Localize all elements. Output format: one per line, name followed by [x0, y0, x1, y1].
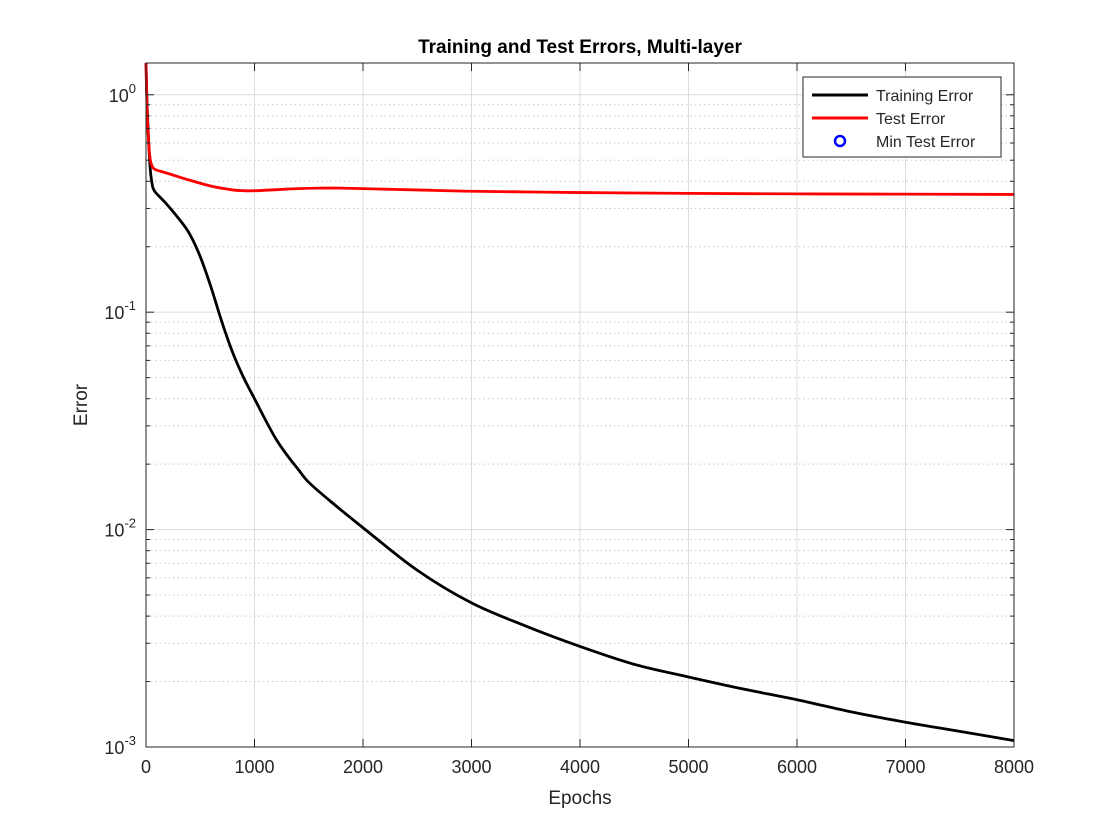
legend: Training Error Test Error Min Test Error — [802, 76, 1002, 158]
tick-labels: 100 10-1 10-2 10-30 1000 2000 3000 4000 5000 6000… — [104, 81, 1034, 777]
x-tick-label: 1000 — [234, 757, 274, 777]
y-tick-label: 10-2 — [104, 516, 136, 541]
legend-min-marker — [833, 134, 847, 148]
x-tick-label: 3000 — [451, 757, 491, 777]
legend-training-label: Training Error — [876, 88, 974, 105]
legend-test-label: Test Error — [876, 111, 946, 128]
x-tick-label: 0 — [141, 757, 151, 777]
x-tick-label: 8000 — [994, 757, 1034, 777]
test-error-line — [144, 62, 1015, 196]
major-grid — [145, 63, 1015, 748]
x-tick-label: 4000 — [560, 757, 600, 777]
x-tick-label: 2000 — [343, 757, 383, 777]
y-tick-label: 10-1 — [104, 298, 136, 323]
y-tick-label: 10-3 — [104, 733, 136, 758]
chart-title: Training and Test Errors, Multi-layer — [418, 37, 742, 58]
y-tick-label: 100 — [109, 81, 136, 106]
minor-grid — [146, 104, 1014, 683]
y-axis-label: Error — [71, 383, 92, 426]
training-error-line — [144, 62, 1015, 742]
x-tick-label: 7000 — [885, 757, 925, 777]
x-tick-label: 6000 — [777, 757, 817, 777]
x-tick-label: 5000 — [668, 757, 708, 777]
series-layer — [144, 62, 1015, 742]
legend-min-label: Min Test Error — [876, 134, 976, 151]
axis-ticks — [145, 63, 1015, 748]
x-axis-label: Epochs — [548, 788, 611, 809]
